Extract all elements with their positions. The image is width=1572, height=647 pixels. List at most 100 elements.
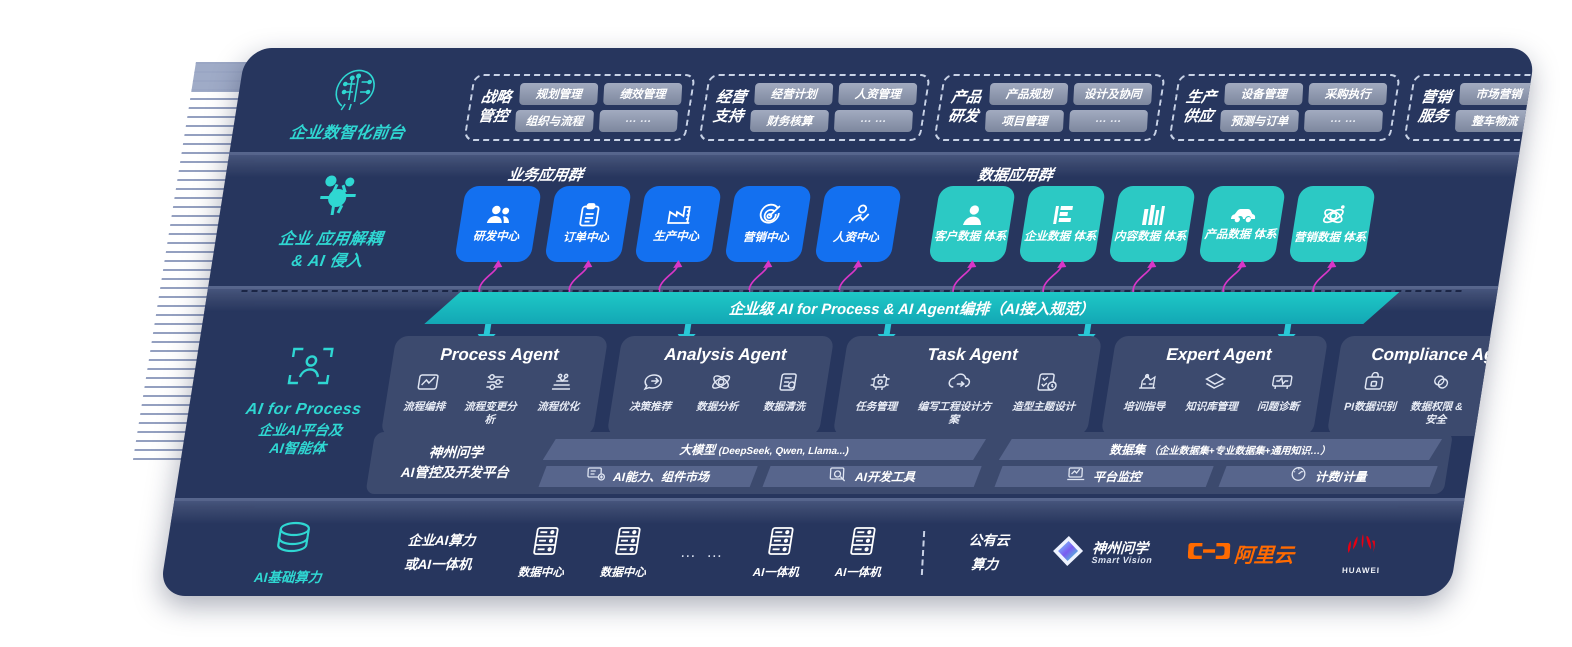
card-content-data[interactable]: 内容数据 体系 [1108, 186, 1197, 262]
domain-chip[interactable]: 产品规划 [989, 83, 1069, 105]
agent-card-process[interactable]: Process Agent 流程编排 流程变更分析 [380, 336, 609, 437]
vendor-huawei[interactable]: HUAWEI [1305, 532, 1420, 575]
domain-chip[interactable]: 采购执行 [1308, 83, 1388, 105]
domain-chip-more[interactable]: … … [1068, 110, 1149, 132]
domain-chip[interactable]: 规划管理 [519, 83, 599, 105]
public-cloud-line2: 算力 [971, 556, 999, 572]
agent-card-expert[interactable]: Expert Agent 培训指导 知识库管理 [1100, 336, 1329, 437]
domain-chip[interactable]: 项目管理 [984, 110, 1065, 132]
card-label: 营销数据 体系 [1293, 231, 1367, 244]
agent-card-compliance[interactable]: Compliance Agent PI数据识别 数据权限 & 安全 [1326, 336, 1536, 437]
agent-item[interactable]: 任务管理 [844, 372, 911, 426]
agent-item[interactable]: 培训指导 [1114, 372, 1179, 414]
orchestration-banner[interactable]: 企业级 AI for Process & AI Agent编排（AI接入规范） [424, 292, 1399, 324]
infra-node[interactable]: AI一体机 [733, 526, 824, 581]
private-compute-label: 企业AI算力 或AI一体机 [373, 532, 505, 575]
domain-chip[interactable]: 人资管理 [838, 83, 918, 105]
agent-item[interactable]: 知识库管理 [1181, 372, 1246, 414]
data-clean-icon [775, 372, 801, 397]
rail-label-infra: AI基础算力 [253, 569, 322, 585]
building-icon [1050, 204, 1077, 226]
infra-node[interactable]: 数据中心 [580, 526, 671, 581]
llm-title: 大模型 [679, 443, 717, 457]
billing-bar[interactable]: 计费/计量 [1218, 466, 1437, 487]
domain-group-marketing-service[interactable]: 营销 服务 市场营销 客户关系 整车物流 … … [1403, 74, 1536, 141]
aliyun-logo [1187, 539, 1231, 567]
vendor-aliyun[interactable]: 阿里云 [1171, 539, 1310, 568]
private-compute-line2: 或AI一体机 [403, 556, 472, 572]
llm-bar[interactable]: 大模型 (DeepSeek, Qwen, Llama...) [543, 439, 986, 460]
card-marketing-data[interactable]: 营销数据 体系 [1288, 186, 1377, 262]
platform-name-line2: AI管控及开发平台 [400, 465, 510, 480]
domain-group-product-rnd[interactable]: 产品 研发 产品规划 设计及协同 项目管理 … … [933, 74, 1166, 141]
ai-market-bar[interactable]: AI能力、组件市场 [538, 466, 757, 487]
agent-card-task[interactable]: Task Agent 任务管理 编写工程设计方案 [832, 336, 1103, 437]
infra-node[interactable]: AI一体机 [816, 526, 907, 581]
domain-chip[interactable]: 整车物流 [1454, 110, 1535, 132]
agent-item[interactable]: 流程优化 [526, 372, 593, 426]
agent-item[interactable]: 编写工程设计方案 [911, 372, 1002, 426]
agent-item[interactable]: 数据分析 [687, 372, 752, 414]
ai-market-label: AI能力、组件市场 [613, 470, 710, 484]
domain-chip[interactable]: 设备管理 [1224, 83, 1304, 105]
domain-chip[interactable]: 经营计划 [754, 83, 834, 105]
agent-card-analysis[interactable]: Analysis Agent 决策推荐 数据分析 [606, 336, 835, 437]
card-label: 生产中心 [652, 230, 700, 243]
agent-item-label: 流程变更分析 [463, 401, 518, 426]
agent-name: Process Agent [439, 345, 560, 364]
monitor-bar[interactable]: 平台监控 [994, 466, 1213, 487]
rail-label-app-2: & AI 侵入 [290, 252, 365, 270]
domain-title-line2: 供应 [1181, 107, 1215, 125]
domain-chip[interactable]: 预测与订单 [1219, 110, 1300, 132]
domain-group-operations[interactable]: 经营 支持 经营计划 人资管理 财务核算 … … [698, 74, 931, 141]
domain-chip[interactable]: 组织与流程 [514, 110, 595, 132]
vendor-shenzhou[interactable]: 神州问学 Smart Vision [1027, 534, 1177, 573]
agent-item[interactable]: 合规预警 [1472, 372, 1536, 426]
agent-item[interactable]: 造型主题设计 [1002, 372, 1087, 426]
domain-chip[interactable]: 设计及协同 [1073, 83, 1153, 105]
server-icon [612, 526, 644, 561]
agent-item[interactable]: 数据清洗 [754, 372, 819, 414]
agent-item[interactable]: 流程编排 [392, 372, 459, 426]
dataset-note: （企业数据集+专业数据集+通用知识…） [1148, 446, 1332, 457]
ai-devtool-bar[interactable]: AI开发工具 [762, 466, 981, 487]
agent-item[interactable]: 数据权限 & 安全 [1405, 372, 1472, 426]
domain-chip[interactable]: 财务核算 [749, 110, 830, 132]
agent-item[interactable]: PI数据识别 [1338, 371, 1405, 426]
platform-name-line1: 神州问学 [428, 445, 484, 461]
domain-group-production-supply[interactable]: 生产 供应 设备管理 采购执行 预测与订单 … … [1168, 74, 1401, 141]
card-product-data[interactable]: 产品数据 体系 [1198, 186, 1287, 262]
agent-item[interactable]: 流程变更分析 [459, 372, 526, 426]
llm-note: (DeepSeek, Qwen, Llama...) [718, 446, 850, 457]
bars-icon [1140, 204, 1167, 226]
card-customer-data[interactable]: 客户数据 体系 [928, 186, 1017, 262]
card-production-center[interactable]: 生产中心 [634, 186, 723, 262]
domain-group-strategy[interactable]: 战略 管控 规划管理 绩效管理 组织与流程 … … [463, 74, 696, 141]
card-order-center[interactable]: 订单中心 [544, 186, 633, 262]
domain-title-line2: 管控 [476, 107, 510, 125]
agent-item-label: 知识库管理 [1184, 401, 1238, 413]
dataset-bar[interactable]: 数据集 （企业数据集+专业数据集+通用知识…） [999, 439, 1442, 460]
domain-chip-more[interactable]: … … [833, 110, 914, 132]
ellipsis-label: … … [679, 544, 726, 561]
agent-item[interactable]: 问题诊断 [1248, 372, 1313, 414]
agent-item-label: 流程编排 [402, 401, 446, 413]
agent-item-label: 数据清洗 [762, 401, 806, 413]
training-icon [1135, 372, 1161, 397]
card-label: 研发中心 [472, 230, 520, 243]
agent-item-label: 决策推荐 [628, 401, 672, 413]
infra-node[interactable]: 数据中心 [498, 526, 589, 581]
agent-item[interactable]: 决策推荐 [620, 372, 685, 414]
card-rnd-center[interactable]: 研发中心 [454, 186, 543, 262]
domain-chip[interactable]: 市场营销 [1459, 83, 1536, 105]
platform-right-column: 数据集 （企业数据集+专业数据集+通用知识…） 平台监控 [994, 439, 1442, 487]
card-enterprise-data[interactable]: 企业数据 体系 [1018, 186, 1107, 262]
brain-icon [255, 66, 453, 117]
domain-chip-more[interactable]: … … [598, 110, 679, 132]
domain-chip-more[interactable]: … … [1303, 110, 1384, 132]
vendor-name-en: Smart Vision [1091, 554, 1153, 565]
card-marketing-center[interactable]: 营销中心 [724, 186, 813, 262]
domain-chip[interactable]: 绩效管理 [603, 83, 683, 105]
card-hr-center[interactable]: 人资中心 [814, 186, 903, 262]
infra-node-label: AI一体机 [752, 566, 799, 579]
